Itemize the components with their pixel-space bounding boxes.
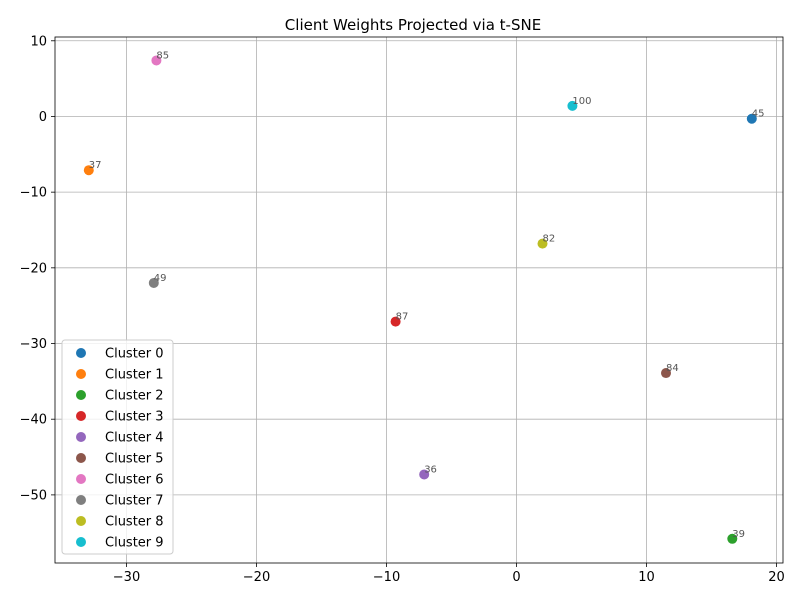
y-tick-label: −40 — [20, 413, 47, 428]
legend-label: Cluster 7 — [105, 494, 164, 509]
data-point — [727, 533, 738, 544]
legend-marker — [76, 390, 86, 400]
legend-marker — [76, 474, 86, 484]
legend-marker — [76, 516, 86, 526]
point-label: 100 — [572, 96, 591, 107]
legend-label: Cluster 0 — [105, 347, 164, 362]
y-tick-label: −50 — [20, 488, 47, 503]
legend-label: Cluster 5 — [105, 452, 164, 467]
legend-marker — [76, 348, 86, 358]
legend-marker — [76, 369, 86, 379]
legend-label: Cluster 8 — [105, 515, 164, 530]
point-label: 36 — [424, 464, 437, 475]
y-tick-label: −20 — [20, 261, 47, 276]
legend-label: Cluster 9 — [105, 536, 164, 551]
legend-label: Cluster 3 — [105, 410, 164, 425]
point-label: 84 — [666, 363, 679, 374]
legend-label: Cluster 1 — [105, 368, 164, 383]
legend: Cluster 0 Cluster 1 Cluster 2 Cluster 3 Clus… — [61, 339, 174, 555]
data-point — [661, 368, 671, 379]
chart-title: Client Weights Projected via t-SNE — [285, 16, 541, 34]
legend-box — [61, 339, 174, 555]
data-point — [537, 238, 548, 249]
plot-frame — [54, 36, 784, 564]
point-label: 39 — [732, 529, 745, 540]
point-label: 85 — [156, 50, 169, 61]
x-tick-label: −20 — [243, 570, 270, 585]
x-tick-label: −30 — [113, 570, 140, 585]
y-tick-label: −30 — [20, 337, 47, 352]
legend-marker — [76, 537, 86, 547]
y-tick-label: −10 — [20, 186, 47, 201]
data-point — [567, 100, 578, 111]
y-tick-label: 10 — [30, 34, 47, 49]
data-points: 45 37 39 87 36 84 85 49 82 100 — [83, 50, 765, 544]
legend-marker — [76, 495, 86, 505]
legend-marker — [76, 453, 86, 463]
data-point — [151, 55, 162, 66]
legend-marker — [76, 432, 86, 442]
grid — [55, 37, 783, 563]
y-tick-label: 0 — [39, 110, 47, 125]
data-point — [390, 316, 401, 327]
point-label: 49 — [154, 273, 167, 284]
data-point — [746, 113, 757, 124]
data-point — [148, 277, 159, 288]
legend-marker — [76, 411, 86, 421]
x-tick-label: 20 — [768, 570, 785, 585]
legend-label: Cluster 2 — [105, 389, 164, 404]
point-label: 82 — [543, 234, 556, 245]
data-point — [419, 469, 430, 480]
point-label: 37 — [89, 160, 102, 171]
x-tick-label: −10 — [373, 570, 400, 585]
legend-label: Cluster 4 — [105, 431, 164, 446]
x-tick-label: 10 — [638, 570, 655, 585]
point-label: 87 — [396, 312, 409, 323]
point-label: 45 — [752, 109, 765, 120]
legend-label: Cluster 6 — [105, 473, 164, 488]
x-tick-label: 0 — [512, 570, 520, 585]
data-point — [83, 165, 94, 176]
